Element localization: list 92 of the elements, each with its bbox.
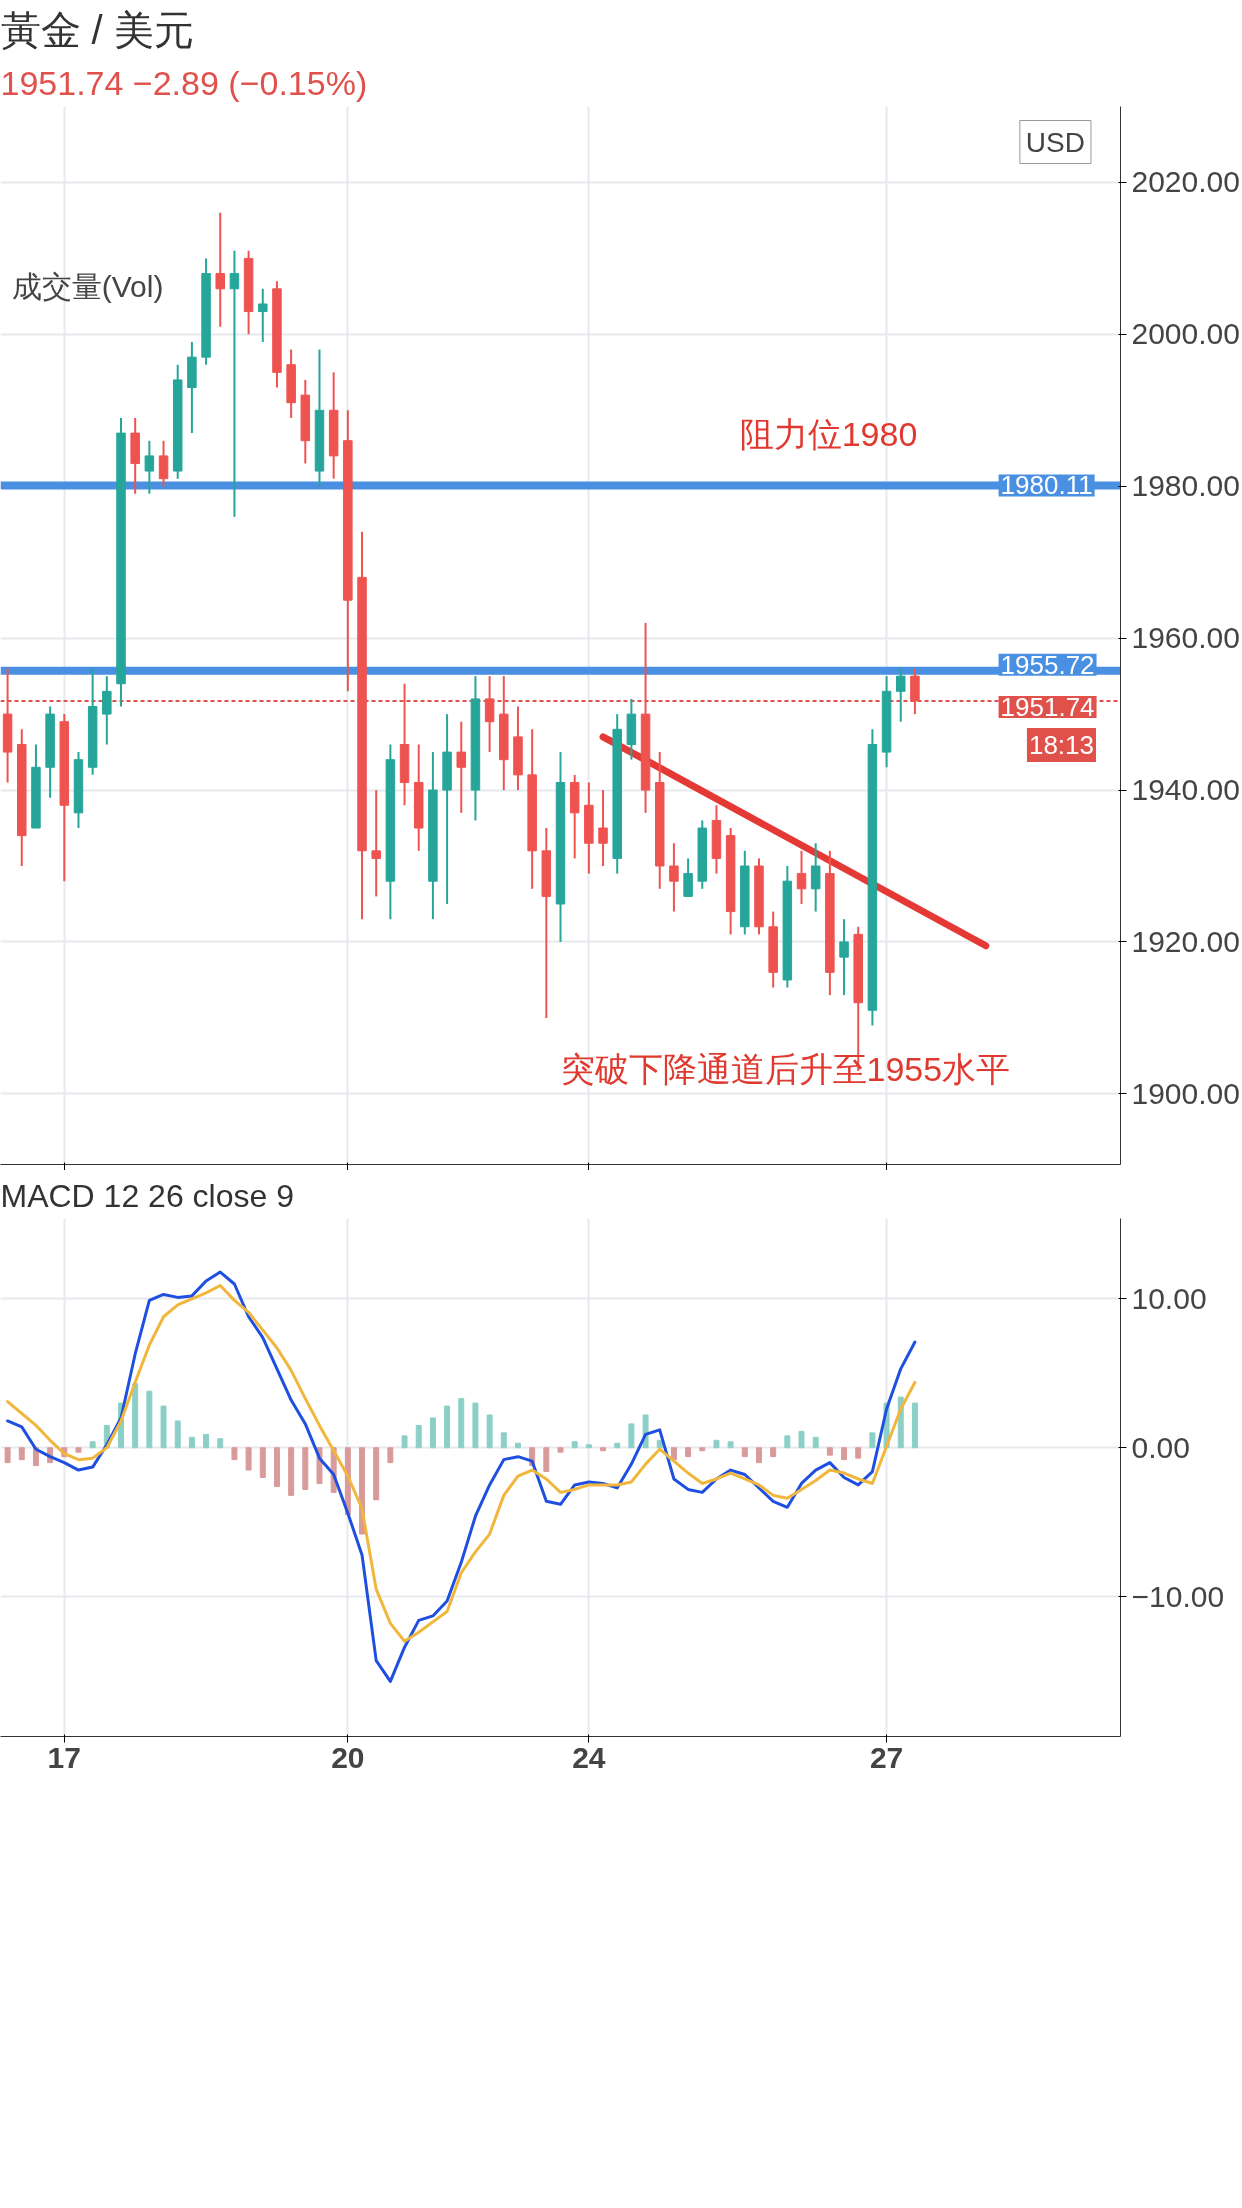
y-tick-label: 1900.00 <box>1131 1076 1240 1110</box>
bar <box>4 1447 11 1464</box>
x-tick-label: 20 <box>331 1740 365 1774</box>
candlestick <box>896 667 906 723</box>
y-tick-label: 1940.00 <box>1131 773 1240 807</box>
y-tick-label: 2000.00 <box>1131 317 1240 351</box>
bar <box>302 1447 309 1490</box>
bar <box>727 1441 734 1449</box>
candlestick <box>796 849 807 905</box>
candlestick <box>258 287 268 343</box>
bar <box>571 1441 578 1449</box>
candlestick <box>669 842 679 913</box>
bar <box>685 1447 692 1458</box>
candlestick <box>810 842 821 913</box>
bar <box>713 1439 720 1449</box>
bar <box>401 1435 408 1449</box>
bar <box>670 1447 677 1461</box>
annotation: 突破下降通道后升至1955水平 <box>560 1050 1011 1089</box>
text: USD <box>1025 126 1085 158</box>
y-tick-label: 1980.00 <box>1131 469 1240 503</box>
ref-line-label: 1955.72 <box>1000 649 1095 680</box>
candlestick <box>229 249 240 518</box>
y-tick-label: 0.00 <box>1131 1430 1190 1464</box>
bar <box>756 1447 762 1464</box>
candlestick <box>215 211 225 328</box>
ref-line-label: 1980.11 <box>1000 470 1093 501</box>
bar <box>188 1436 195 1449</box>
candlestick <box>456 720 467 814</box>
candlestick <box>102 675 112 746</box>
bar <box>75 1447 82 1453</box>
bar <box>387 1447 394 1464</box>
bar <box>245 1447 252 1471</box>
bar <box>628 1423 635 1449</box>
bar <box>429 1417 436 1449</box>
bar <box>543 1447 550 1473</box>
bar <box>770 1447 777 1458</box>
annotation: 阻力位1980 <box>739 415 918 454</box>
candlestick <box>484 675 495 754</box>
bar <box>911 1402 918 1449</box>
bar <box>89 1441 96 1449</box>
y-tick-label: 1920.00 <box>1131 924 1240 958</box>
bar <box>869 1432 876 1449</box>
chart-title: MACD 12 26 close 9 <box>0 1177 294 1214</box>
chart-subtitle: 1951.74 −2.89 (−0.15%) <box>0 63 368 102</box>
x-tick-label: 24 <box>572 1740 606 1774</box>
bar <box>855 1447 862 1459</box>
bar <box>600 1447 607 1452</box>
bar <box>415 1424 422 1449</box>
candlestick <box>598 789 608 868</box>
bar <box>273 1447 280 1487</box>
bar <box>259 1447 266 1478</box>
bar <box>373 1447 380 1501</box>
bar <box>18 1447 25 1461</box>
bar <box>458 1398 465 1449</box>
y-tick-label: 1960.00 <box>1131 621 1240 655</box>
ref-line-label: 1951.74 <box>1000 691 1095 722</box>
candlestick <box>683 857 693 898</box>
bar <box>514 1442 521 1449</box>
chart-title: 黃金 / 美元 <box>0 7 194 52</box>
bar <box>472 1402 479 1449</box>
bar <box>132 1383 139 1449</box>
bar <box>160 1405 167 1449</box>
y-tick-label: 10.00 <box>1131 1281 1207 1315</box>
bar <box>812 1436 819 1449</box>
candlestick <box>158 439 169 488</box>
annotation: 成交量(Vol) <box>11 269 164 303</box>
bar <box>841 1447 848 1461</box>
candlestick <box>144 439 155 495</box>
bar <box>231 1447 238 1461</box>
bar <box>798 1430 805 1449</box>
bar <box>585 1444 592 1449</box>
bar <box>557 1447 564 1453</box>
x-tick-label: 27 <box>869 1740 904 1774</box>
y-tick-label: −10.00 <box>1131 1579 1225 1613</box>
bar <box>203 1433 210 1449</box>
bar <box>174 1420 181 1449</box>
bar <box>699 1447 706 1452</box>
bar <box>217 1438 224 1449</box>
bar <box>288 1447 295 1496</box>
y-tick-label: 2020.00 <box>1131 165 1240 199</box>
bar <box>500 1432 507 1449</box>
candlestick <box>839 918 849 997</box>
bar <box>826 1447 833 1456</box>
text: 18:13 <box>1028 729 1095 760</box>
bar <box>784 1435 791 1449</box>
bar <box>741 1447 748 1458</box>
x-tick-label: 17 <box>47 1740 81 1774</box>
bar <box>486 1414 493 1449</box>
bar <box>614 1442 621 1449</box>
bar <box>444 1405 451 1449</box>
bar <box>146 1390 153 1449</box>
candlestick <box>371 789 381 898</box>
